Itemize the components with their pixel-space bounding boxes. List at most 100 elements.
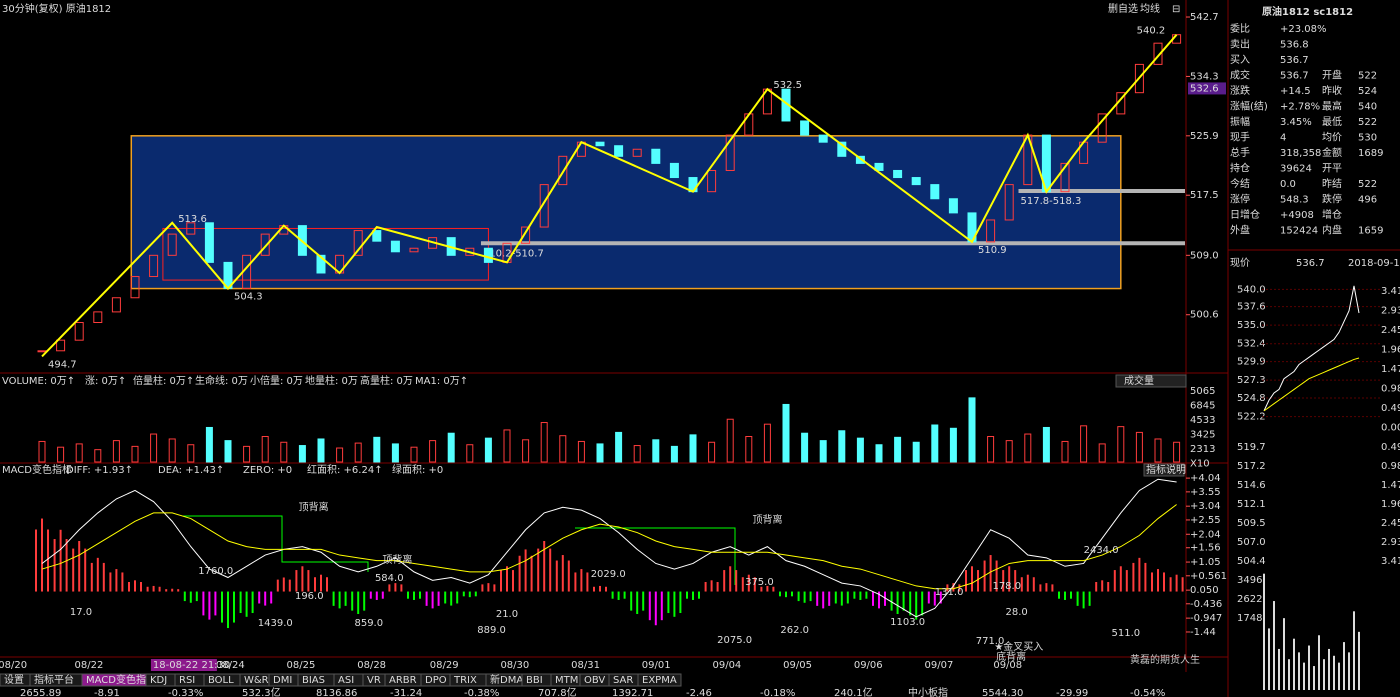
tab-label[interactable]: EXPMA (642, 675, 677, 686)
quote-label: 增仓 (1322, 208, 1342, 221)
mini-lower-label: 517.2 (1237, 461, 1266, 472)
tab-label[interactable]: MACD变色指标 (86, 673, 156, 686)
y-tick-label: 509.0 (1190, 250, 1219, 261)
mini-tick-label: 537.6 (1237, 302, 1266, 313)
ticker-item: 2655.89 (20, 688, 61, 697)
volume-bar (968, 397, 976, 463)
tab-label[interactable]: 指标平台 (34, 673, 74, 686)
volume-bar (931, 424, 939, 463)
divergence-bracket (575, 527, 736, 585)
y-tick-label: -0.436 (1190, 599, 1222, 610)
candle (56, 339, 66, 352)
tab-label[interactable]: ASI (338, 675, 354, 686)
help-button-label[interactable]: 指标说明 (1146, 463, 1186, 476)
mini-lower-label: 509.5 (1237, 518, 1266, 529)
tab-label[interactable]: ARBR (389, 675, 417, 686)
macd-annotation: 771.0 (976, 636, 1005, 647)
quote-value: +14.5 (1280, 86, 1311, 97)
volume-bar (243, 445, 251, 463)
candle (260, 233, 270, 256)
ticker-item: 8136.86 (316, 688, 357, 697)
selector[interactable] (1115, 374, 1187, 388)
selector-label[interactable]: 成交量 (1124, 374, 1154, 387)
mini-pct-label: 0.49% (1381, 403, 1400, 414)
mini-label: 现价 (1230, 257, 1250, 269)
tab-label[interactable]: 设置 (4, 674, 24, 686)
mini-volume (1328, 648, 1330, 690)
volume-bar (168, 438, 176, 463)
mini-lower-pct: 1.47% (1381, 480, 1400, 491)
tab-label[interactable]: TRIX (453, 675, 477, 686)
tab-label[interactable]: MTM (555, 675, 578, 686)
y-tick-label: +3.55 (1190, 487, 1221, 498)
volume-bar (987, 436, 995, 463)
tab-label[interactable]: SAR (613, 675, 633, 686)
date-label: 08/20 (0, 660, 27, 671)
tab-label[interactable]: OBV (584, 675, 605, 686)
header-title: 30分钟(复权) 原油1812 (2, 2, 111, 15)
quote-value: 530 (1358, 133, 1377, 144)
mini-volume (1348, 652, 1350, 690)
help-button[interactable] (1143, 463, 1185, 477)
y-tick-label: +2.04 (1190, 529, 1221, 540)
quote-label: 昨收 (1322, 84, 1342, 97)
macd-annotation: 2029.0 (591, 569, 626, 580)
mini-lower-label: 507.0 (1237, 537, 1266, 548)
candle (37, 350, 47, 353)
volume-bar (596, 443, 604, 463)
volume-bar (577, 440, 585, 463)
header-button[interactable]: ⊟ (1172, 4, 1180, 15)
tab-label[interactable]: BBI (526, 675, 543, 686)
candle (204, 222, 214, 263)
candle (1097, 113, 1107, 143)
tab-label[interactable]: VR (367, 675, 381, 686)
legend-item: 地量柱: 0万 (305, 374, 358, 387)
tab-label[interactable]: BIAS (302, 675, 325, 686)
volume-bar (912, 441, 920, 463)
mini-lower-pct: 2.93% (1381, 537, 1400, 548)
quote-value: 536.7 (1280, 55, 1309, 66)
volume-bar (540, 422, 548, 463)
tab[interactable] (637, 673, 682, 687)
mini-lower-label: 514.6 (1237, 480, 1266, 491)
candle (93, 311, 103, 324)
tab-label[interactable]: DPO (425, 675, 447, 686)
y-tick-label: 525.9 (1190, 131, 1219, 142)
quote-label: 开平 (1322, 164, 1342, 175)
date-label: 09/01 (642, 660, 671, 671)
mini-volume (1263, 573, 1265, 690)
volume-bar (336, 447, 344, 463)
pivot-label: 510.9 (978, 245, 1007, 256)
y-tick-label: 500.6 (1190, 310, 1219, 321)
volume-bar (466, 444, 474, 463)
volume-bar (94, 449, 102, 463)
ticker-item: -0.54% (1130, 688, 1165, 697)
pivot-label: 504.3 (234, 292, 263, 303)
header-button[interactable]: 均线 (1140, 2, 1160, 15)
candle (614, 145, 624, 157)
tab-label[interactable]: 新DMA (490, 673, 523, 686)
volume-bar (1154, 438, 1162, 463)
tab-label[interactable]: RSI (179, 675, 195, 686)
date-label: 08/24 (216, 660, 245, 671)
legend-item: MA1: 0万↑ (415, 376, 468, 387)
quote-value: +23.08% (1280, 24, 1327, 35)
candle (855, 155, 865, 164)
macd-annotation: 21.0 (496, 609, 518, 620)
tab-label[interactable]: DMI (273, 675, 292, 686)
tab-label[interactable]: KDJ (150, 675, 167, 686)
date-label: 09/07 (925, 660, 954, 671)
quote-value: 4 (1280, 133, 1286, 144)
quote-value: 524 (1358, 86, 1377, 97)
header-button[interactable]: 删自选 (1108, 2, 1138, 15)
tab-label[interactable]: W&R (244, 675, 269, 686)
tab-label[interactable]: BOLL (208, 675, 234, 686)
quote-value: 536.8 (1280, 40, 1309, 51)
mini-lower-label: 3496 (1237, 575, 1262, 586)
quote-label: 昨结 (1322, 177, 1342, 190)
legend-item: ZERO: +0 (243, 465, 292, 476)
quote-label: 卖出 (1230, 38, 1250, 51)
volume-bar (949, 427, 957, 463)
